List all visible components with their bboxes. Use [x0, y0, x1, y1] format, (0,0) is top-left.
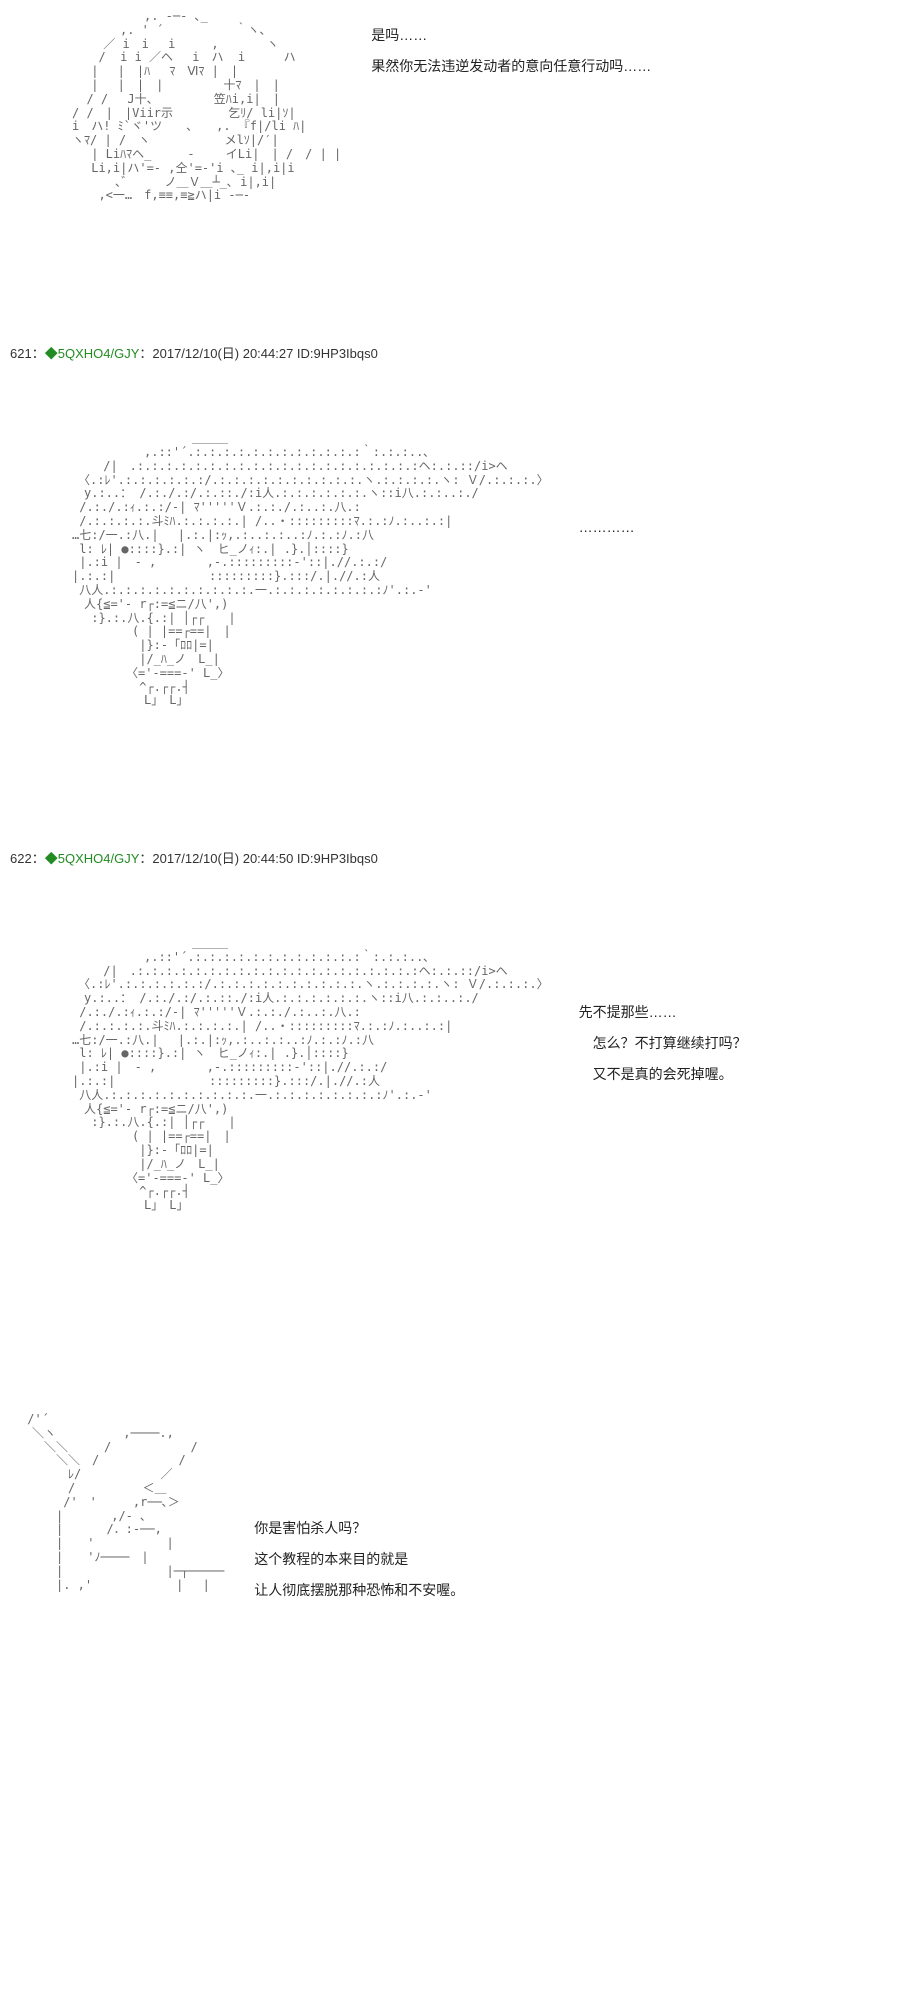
- post-622-content-2: /'´ ＼ヽ ,────., ＼＼ / / ＼＼ / / ﾚ/ ／ / ＜＿ /…: [10, 1413, 890, 1605]
- post-header-621: 621：◆5QXHO4/GJY：2017/12/10(日) 20:44:27 I…: [10, 343, 890, 362]
- dialogue-622a: 先不提那些…… 怎么？不打算继续打吗？ 又不是真的会死掉喔。: [579, 937, 747, 1089]
- dialogue-line: 先不提那些……: [579, 997, 747, 1028]
- ascii-art-face-1: ,. -─- ､_ ,. ' ´ ｀ヽ、 ／ i i i , ヽ / i i ／…: [60, 10, 341, 203]
- spacer: [10, 392, 890, 432]
- dialogue-line: 是吗……: [371, 20, 651, 51]
- dialogue-620: 是吗…… 果然你无法违逆发动者的意向任意行动吗……: [371, 10, 651, 82]
- spacer: [10, 788, 890, 828]
- post-date: ：2017/12/10(日) 20:44:27 ID:9HP3Ibqs0: [139, 346, 377, 361]
- post-620-content: ,. -─- ､_ ,. ' ´ ｀ヽ、 ／ i i i , ヽ / i i ／…: [10, 10, 890, 203]
- dialogue-line: 让人彻底摆脱那种恐怖和不安喔。: [254, 1575, 464, 1606]
- post-621-content: ＿＿＿ ,.::'´.:.:.:.:.:.:.:.:.:.:.:.:｀:.:.:…: [10, 432, 890, 708]
- spacer: [10, 283, 890, 323]
- tripcode[interactable]: 5QXHO4/GJY: [58, 851, 140, 866]
- spacer: [10, 1293, 890, 1413]
- trip-diamond-icon: ◆: [45, 346, 58, 361]
- dialogue-line: 这个教程的本来目的就是: [254, 1544, 464, 1575]
- post-date: ：2017/12/10(日) 20:44:50 ID:9HP3Ibqs0: [139, 851, 377, 866]
- dialogue-line: 你是害怕杀人吗？: [254, 1513, 464, 1544]
- ascii-art-face-2: ＿＿＿ ,.::'´.:.:.:.:.:.:.:.:.:.:.:.:｀:.:.:…: [60, 432, 549, 708]
- ascii-art-face-3: ＿＿＿ ,.::'´.:.:.:.:.:.:.:.:.:.:.:.:｀:.:.:…: [60, 937, 549, 1213]
- post-622-content-1: ＿＿＿ ,.::'´.:.:.:.:.:.:.:.:.:.:.:.:｀:.:.:…: [10, 937, 890, 1213]
- trip-diamond-icon: ◆: [45, 851, 58, 866]
- dialogue-line: …………: [579, 512, 635, 543]
- post-header-622: 622：◆5QXHO4/GJY：2017/12/10(日) 20:44:50 I…: [10, 848, 890, 867]
- dialogue-line: 怎么？不打算继续打吗？: [579, 1028, 747, 1059]
- dialogue-line: 果然你无法违逆发动者的意向任意行动吗……: [371, 51, 651, 82]
- spacer: [10, 897, 890, 937]
- tripcode[interactable]: 5QXHO4/GJY: [58, 346, 140, 361]
- separator: ：: [32, 346, 45, 361]
- dialogue-line: 又不是真的会死掉喔。: [579, 1059, 747, 1090]
- ascii-art-hand: /'´ ＼ヽ ,────., ＼＼ / / ＼＼ / / ﾚ/ ／ / ＜＿ /…: [20, 1413, 224, 1592]
- post-number: 621: [10, 346, 32, 361]
- dialogue-622b: 你是害怕杀人吗？ 这个教程的本来目的就是 让人彻底摆脱那种恐怖和不安喔。: [254, 1413, 464, 1605]
- dialogue-621: …………: [579, 432, 635, 543]
- separator: ：: [32, 851, 45, 866]
- post-number: 622: [10, 851, 32, 866]
